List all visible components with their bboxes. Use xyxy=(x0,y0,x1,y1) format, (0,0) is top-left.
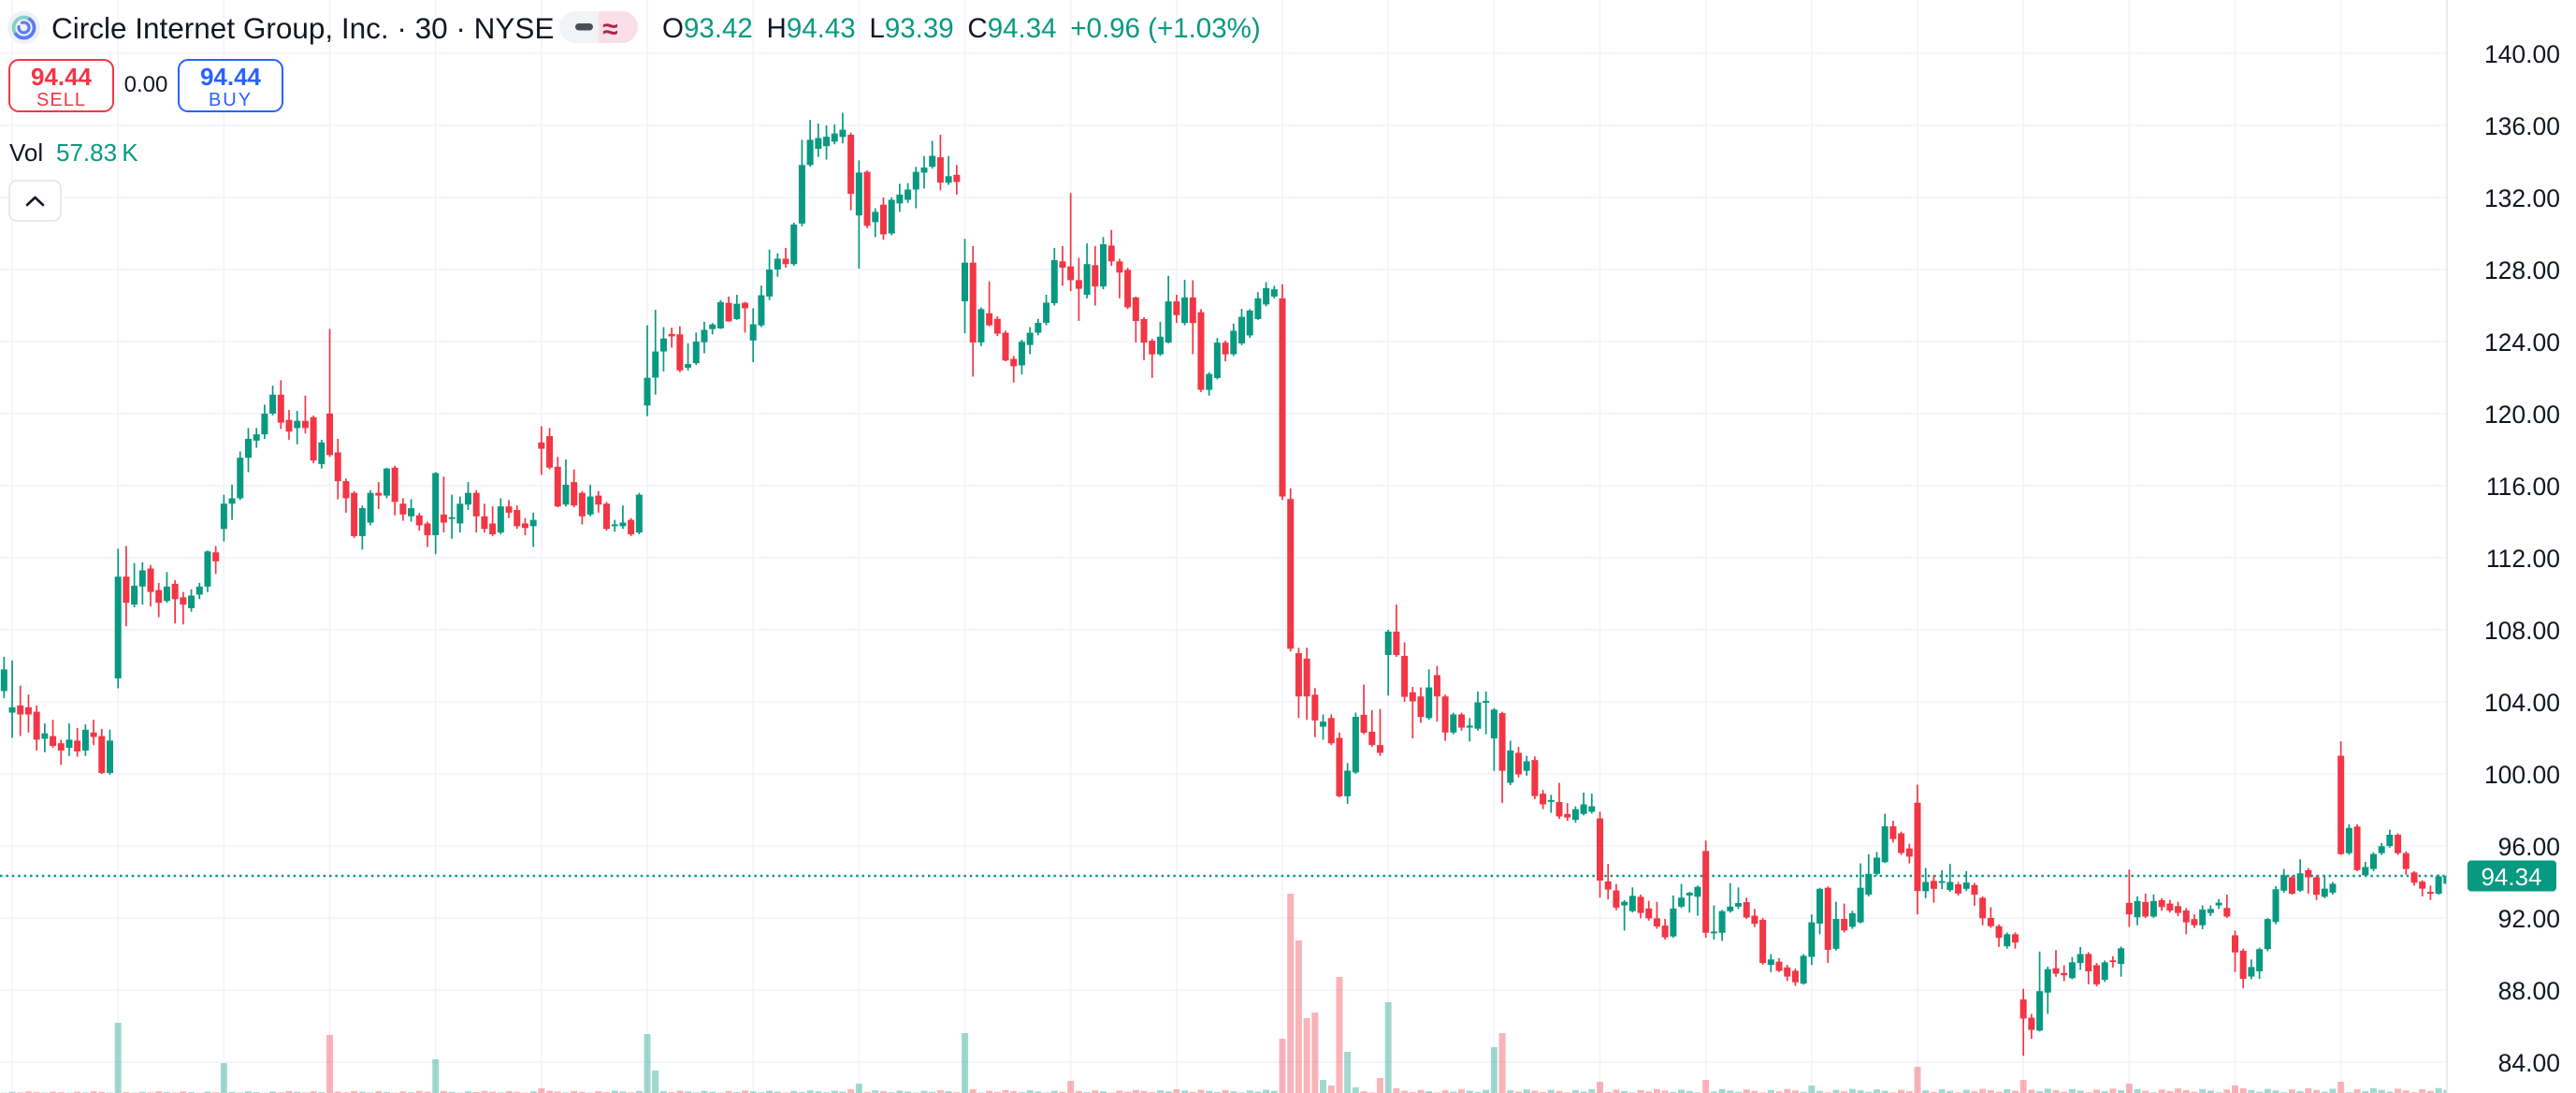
svg-text:SELL: SELL xyxy=(36,90,86,110)
svg-text:Vol: Vol xyxy=(9,138,43,167)
svg-text:104.00: 104.00 xyxy=(2484,689,2560,717)
svg-text:132.00: 132.00 xyxy=(2484,184,2560,212)
svg-text:94.44: 94.44 xyxy=(31,63,93,91)
svg-text:94.44: 94.44 xyxy=(200,63,262,91)
svg-text:92.00: 92.00 xyxy=(2498,905,2560,933)
svg-text:88.00: 88.00 xyxy=(2498,977,2560,1005)
svg-text:O93.42 H94.43 L93.39 C94.34 +0: O93.42 H94.43 L93.39 C94.34 +0.96 (+1.03… xyxy=(662,13,1261,44)
svg-text:57.83 K: 57.83 K xyxy=(56,138,138,167)
svg-text:108.00: 108.00 xyxy=(2484,617,2560,645)
svg-text:96.00: 96.00 xyxy=(2498,833,2560,861)
svg-text:94.34: 94.34 xyxy=(2481,863,2541,891)
svg-text:84.00: 84.00 xyxy=(2498,1049,2560,1077)
svg-text:0.00: 0.00 xyxy=(124,72,168,97)
svg-text:120.00: 120.00 xyxy=(2484,401,2560,429)
svg-text:140.00: 140.00 xyxy=(2484,40,2560,68)
svg-text:128.00: 128.00 xyxy=(2484,256,2560,284)
svg-text:124.00: 124.00 xyxy=(2484,328,2560,357)
svg-text:Circle Internet Group, Inc. ·: Circle Internet Group, Inc. · 30 · NYSE xyxy=(51,11,554,45)
svg-text:112.00: 112.00 xyxy=(2486,545,2560,573)
svg-text:116.00: 116.00 xyxy=(2486,473,2560,501)
svg-text:≈: ≈ xyxy=(602,14,617,45)
svg-text:BUY: BUY xyxy=(209,90,253,110)
svg-text:136.00: 136.00 xyxy=(2484,112,2560,140)
svg-text:100.00: 100.00 xyxy=(2484,761,2560,789)
